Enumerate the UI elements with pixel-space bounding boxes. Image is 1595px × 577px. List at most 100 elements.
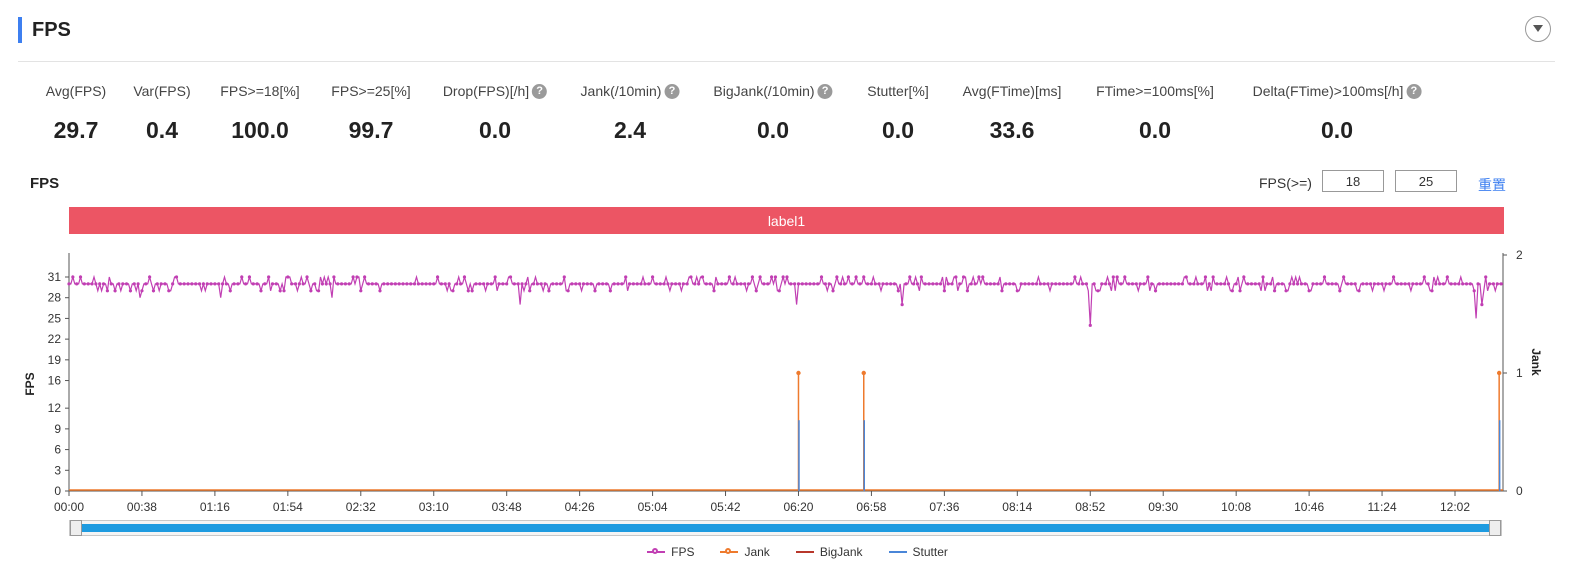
fps-point bbox=[267, 275, 271, 279]
fps-point bbox=[743, 282, 747, 286]
fps-point bbox=[485, 282, 490, 286]
fps-point bbox=[1415, 282, 1419, 286]
fps-threshold-low-input[interactable] bbox=[1322, 170, 1384, 192]
zoom-slider-right-handle[interactable] bbox=[1489, 520, 1501, 536]
fps-point bbox=[1438, 282, 1442, 286]
fps-point bbox=[831, 289, 835, 293]
fps-point bbox=[1295, 282, 1300, 286]
zoom-slider[interactable] bbox=[69, 520, 1502, 536]
collapse-button[interactable] bbox=[1525, 16, 1551, 42]
metric-label-text: FTime>=100ms[%] bbox=[1096, 83, 1214, 99]
fps-point bbox=[1107, 282, 1112, 286]
fps-point bbox=[716, 282, 720, 286]
help-icon[interactable]: ? bbox=[532, 83, 548, 99]
help-icon[interactable]: ? bbox=[664, 83, 680, 99]
fps-point bbox=[286, 275, 290, 279]
legend-swatch bbox=[795, 546, 814, 558]
fps-point bbox=[923, 282, 927, 286]
legend-item-fps[interactable]: FPS bbox=[647, 545, 694, 559]
x-tick-label: 03:10 bbox=[419, 500, 449, 514]
fps-point bbox=[670, 282, 674, 286]
fps-point bbox=[727, 275, 731, 279]
fps-point bbox=[378, 289, 382, 293]
fps-point bbox=[1230, 289, 1234, 293]
help-icon[interactable]: ? bbox=[1406, 83, 1422, 99]
y-axis-title: FPS bbox=[23, 372, 37, 395]
fps-point bbox=[466, 289, 470, 293]
fps-point bbox=[301, 282, 305, 286]
fps-point bbox=[324, 282, 328, 286]
y-tick-label: 9 bbox=[54, 422, 61, 436]
label-band[interactable]: label1 bbox=[69, 207, 1504, 234]
fps-point bbox=[1134, 282, 1138, 286]
fps-point bbox=[343, 282, 348, 286]
fps-point bbox=[151, 289, 156, 293]
fps-point bbox=[1411, 282, 1415, 286]
reset-link[interactable]: 重置 bbox=[1478, 177, 1506, 193]
fps-point bbox=[190, 282, 194, 286]
x-tick-label: 10:46 bbox=[1294, 500, 1324, 514]
fps-threshold-high-input[interactable] bbox=[1395, 170, 1457, 192]
fps-point bbox=[1176, 282, 1181, 286]
fps-point bbox=[224, 282, 229, 286]
fps-point bbox=[554, 282, 559, 286]
fps-point bbox=[1280, 282, 1284, 286]
fps-point bbox=[512, 282, 516, 286]
fps-point bbox=[1391, 275, 1396, 279]
fps-point bbox=[643, 282, 647, 286]
metric-label-text: Avg(FTime)[ms] bbox=[962, 83, 1062, 99]
fps-point bbox=[562, 275, 566, 279]
fps-point bbox=[1292, 282, 1296, 286]
zoom-slider-range bbox=[81, 524, 1490, 532]
fps-point bbox=[1403, 282, 1407, 286]
fps-point bbox=[416, 282, 420, 286]
fps-point bbox=[827, 282, 831, 286]
metric-label-text: Delta(FTime)>100ms[/h] bbox=[1252, 83, 1404, 99]
legend-label: FPS bbox=[671, 545, 695, 559]
fps-point bbox=[397, 282, 401, 286]
fps-point bbox=[1100, 282, 1104, 286]
fps-point bbox=[969, 282, 973, 286]
fps-point bbox=[148, 275, 152, 279]
fps-point bbox=[1311, 282, 1315, 286]
fps-point bbox=[881, 282, 885, 286]
x-tick-label: 01:16 bbox=[200, 500, 230, 514]
metric-label-text: FPS>=18[%] bbox=[220, 83, 300, 99]
fps-point bbox=[1123, 275, 1127, 279]
metric-value: 0.0 bbox=[757, 117, 789, 143]
fps-point bbox=[1326, 282, 1330, 286]
fps-point bbox=[1000, 289, 1004, 293]
legend-item-bigjank[interactable]: BigJank bbox=[795, 545, 863, 559]
fps-point bbox=[816, 282, 820, 286]
x-tick-label: 00:00 bbox=[54, 500, 84, 514]
fps-point bbox=[1491, 282, 1496, 286]
jank-point bbox=[1496, 370, 1502, 376]
fps-point bbox=[1445, 275, 1449, 279]
fps-point bbox=[443, 282, 447, 286]
fps-point bbox=[182, 282, 186, 286]
fps-point bbox=[662, 282, 666, 286]
zoom-slider-left-handle[interactable] bbox=[70, 520, 82, 536]
fps-point bbox=[593, 289, 597, 293]
fps-point bbox=[313, 282, 317, 286]
fps-point bbox=[877, 282, 881, 286]
fps-point bbox=[608, 289, 612, 293]
fps-point bbox=[1334, 282, 1338, 286]
fps-point bbox=[1065, 282, 1069, 286]
fps-point bbox=[854, 275, 858, 279]
fps-point bbox=[82, 282, 86, 286]
x-tick-label: 00:38 bbox=[127, 500, 157, 514]
legend-item-jank[interactable]: Jank bbox=[720, 545, 770, 559]
fps-point bbox=[1261, 275, 1265, 279]
x-tick-label: 05:42 bbox=[711, 500, 741, 514]
fps-point bbox=[1484, 275, 1488, 279]
metric-label-text: BigJank(/10min) bbox=[713, 83, 815, 99]
legend-item-stutter[interactable]: Stutter bbox=[888, 545, 948, 559]
fps-point bbox=[942, 289, 946, 293]
fps-point bbox=[420, 282, 424, 286]
help-icon[interactable]: ? bbox=[817, 83, 833, 99]
fps-point bbox=[121, 282, 125, 286]
fps-point bbox=[1342, 275, 1346, 279]
fps-point bbox=[282, 289, 286, 293]
metric-label: Var(FPS) bbox=[133, 83, 190, 99]
